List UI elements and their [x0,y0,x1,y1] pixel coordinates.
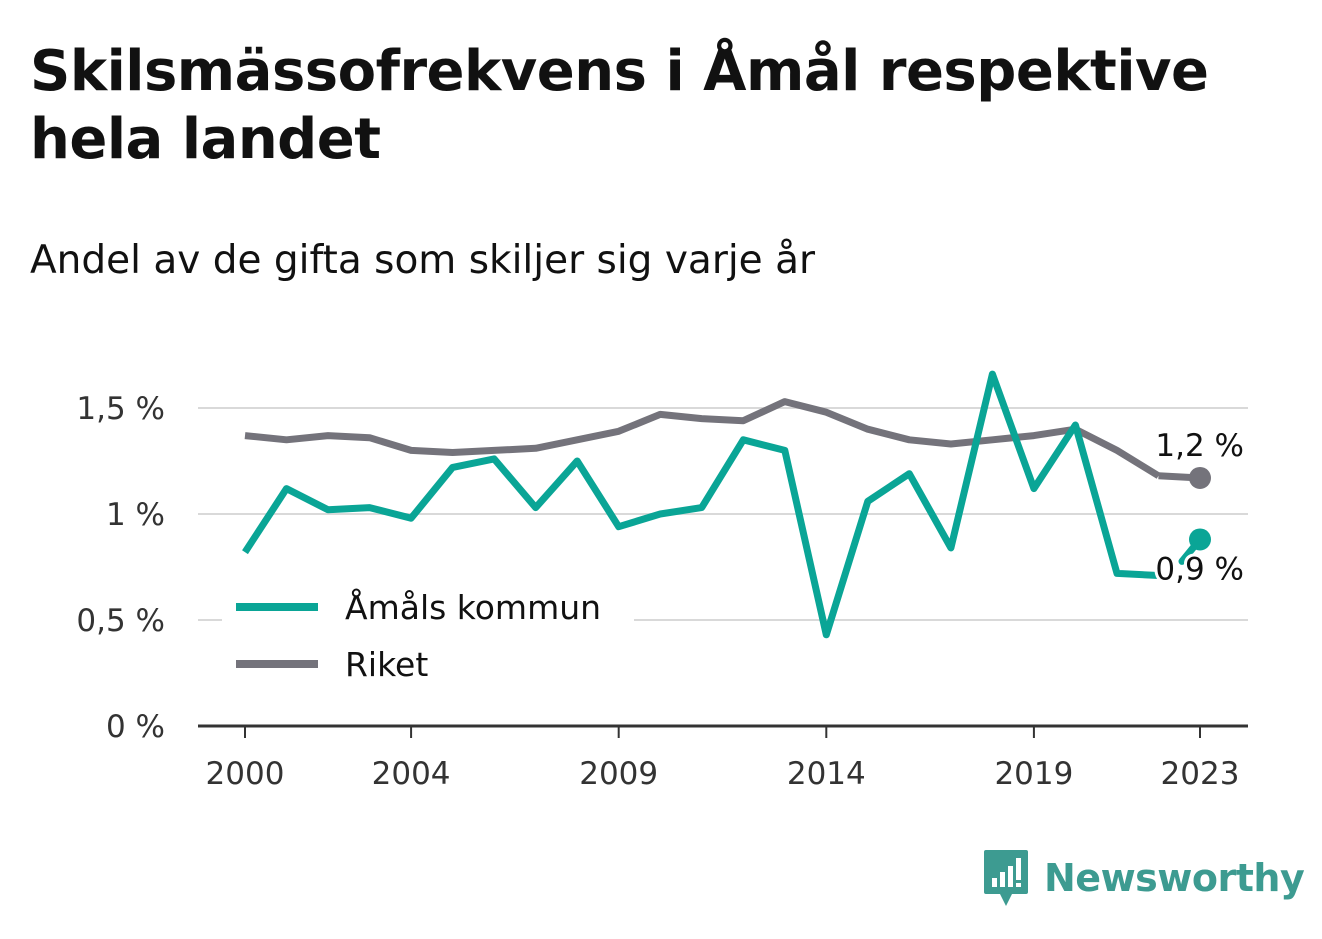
legend-background [222,582,634,690]
x-tick-label: 2023 [1161,756,1240,792]
brand-name: Newsworthy [1044,856,1305,900]
y-tick-label: 0,5 % [76,603,165,639]
series-line-amal [242,370,1159,639]
x-tick-label: 2000 [206,756,285,792]
x-axis-ticks: 2000 2004 2009 2014 2019 2023 [198,724,1248,792]
y-tick-label: 1,5 % [76,391,165,427]
chart-subtitle: Andel av de gifta som skiljer sig varje … [30,238,816,283]
chart-title: Skilsmässofrekvens i Åmål respektive hel… [30,39,1209,172]
newsworthy-icon [984,850,1028,906]
y-tick-label: 1 % [106,497,165,533]
x-tick-label: 2004 [372,756,451,792]
series-end-point [1189,466,1211,489]
series-end-label: 1,2 % [1155,428,1244,464]
series-end-label: 0,9 % [1155,551,1244,587]
y-tick-label: 0 % [106,709,165,745]
legend: Åmåls kommun Riket [222,582,634,690]
legend-label: Åmåls kommun [345,587,601,627]
series-lines [242,370,1211,639]
x-tick-label: 2014 [787,756,866,792]
y-axis-ticks: 0 % 0,5 % 1 % 1,5 % [76,391,165,745]
end-labels: 1,2 % 0,9 % [1152,425,1247,590]
series-end-point [1189,528,1211,551]
newsworthy-logo: Newsworthy [982,848,1305,908]
series-line-riket [244,398,1161,479]
legend-label: Riket [345,645,428,684]
x-tick-label: 2019 [994,756,1073,792]
x-tick-label: 2009 [579,756,658,792]
